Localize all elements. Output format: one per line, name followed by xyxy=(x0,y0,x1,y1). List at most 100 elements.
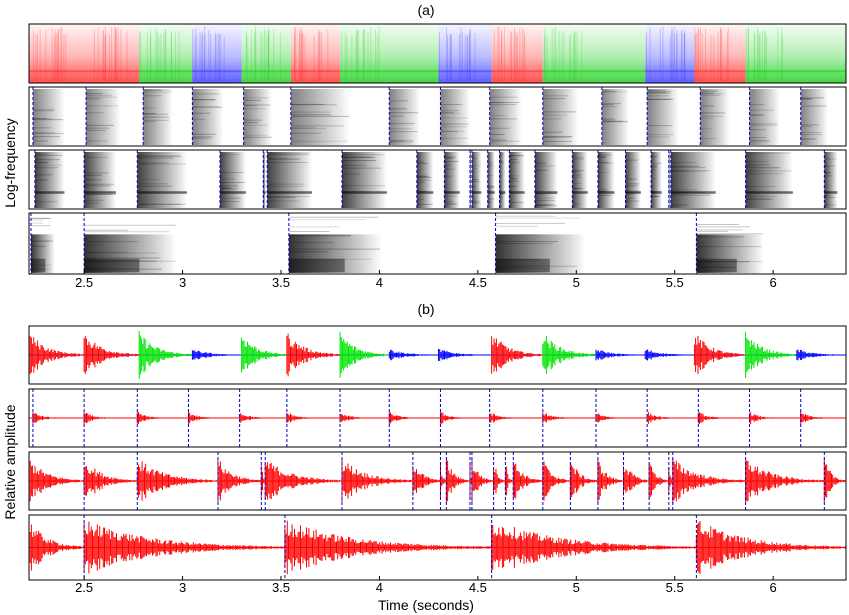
waveform-burst xyxy=(672,458,746,504)
waveform-burst xyxy=(693,335,746,375)
spectrogram-note xyxy=(440,89,470,145)
x-tick-label: 4 xyxy=(376,275,383,290)
waveform-burst xyxy=(188,412,217,424)
spectrogram-note xyxy=(243,89,272,145)
spectrogram-note xyxy=(84,234,177,273)
spectrogram-note xyxy=(534,152,558,208)
x-tick-label: 5 xyxy=(573,275,580,290)
waveform-burst xyxy=(388,349,439,361)
spectrogram-mixture-frame xyxy=(28,23,847,84)
spectrogram-note xyxy=(647,89,680,145)
spectrogram-note xyxy=(267,152,313,208)
waveform-burst xyxy=(796,349,847,361)
spectrogram-note xyxy=(137,152,187,208)
waveform-burst xyxy=(644,349,695,361)
spectrogram-note xyxy=(700,89,730,145)
waveform-burst xyxy=(136,412,166,424)
x-tick-label: 3 xyxy=(179,275,186,290)
waveform-burst xyxy=(260,465,266,497)
mixture-segment xyxy=(645,24,695,83)
waveform-burst xyxy=(83,466,138,496)
x-tick-label: 4 xyxy=(376,580,383,595)
waveform-burst xyxy=(623,466,650,496)
spectrogram-note xyxy=(34,152,65,208)
spectrogram-note xyxy=(469,152,472,208)
mixture-segment xyxy=(290,24,341,83)
waveform-burst xyxy=(597,458,624,504)
spectrogram-source-row-1 xyxy=(32,87,828,146)
waveform-burst xyxy=(286,412,315,424)
waveform-burst xyxy=(512,463,543,499)
waveform-burst xyxy=(646,412,676,424)
spectrogram-note xyxy=(651,152,662,208)
spectrogram-note xyxy=(342,152,387,208)
waveform-row-2 xyxy=(28,452,847,510)
waveform-burst xyxy=(493,468,505,494)
mixture-segment xyxy=(491,24,543,83)
waveform-burst xyxy=(800,411,829,425)
spectrogram-note xyxy=(499,152,506,208)
waveform-burst xyxy=(138,331,193,379)
waveform-burst xyxy=(745,460,825,502)
waveform-burst xyxy=(489,413,518,423)
spectrogram-note xyxy=(572,152,588,208)
spectrogram-note xyxy=(670,152,716,208)
x-tick-label: 4.5 xyxy=(469,275,487,290)
waveform-burst xyxy=(471,459,495,503)
spectrogram-note xyxy=(625,152,641,208)
waveform-burst xyxy=(217,457,262,505)
x-tick-label: 3.5 xyxy=(272,580,290,595)
waveform-burst xyxy=(595,349,646,361)
waveform-row-0 xyxy=(28,331,847,379)
x-tick-label: 5.5 xyxy=(666,275,684,290)
waveform-burst xyxy=(440,412,469,424)
spectrogram-note xyxy=(30,234,55,273)
waveform-burst xyxy=(412,466,440,496)
mixture-segment xyxy=(340,24,439,83)
waveform-burst xyxy=(668,466,673,496)
spectrogram-note xyxy=(219,152,246,208)
spectrogram-note xyxy=(800,89,828,145)
waveform-burst xyxy=(749,412,778,424)
waveform-burst xyxy=(284,520,492,575)
waveform-burst xyxy=(697,412,727,424)
x-tick-label: 5 xyxy=(573,580,580,595)
waveform-burst xyxy=(542,335,597,375)
spectrogram-note xyxy=(471,152,482,208)
panel-b-ylabel: Relative amplitude xyxy=(2,404,18,519)
spectrogram-source-frame xyxy=(28,149,847,210)
waveform-burst xyxy=(264,462,342,500)
spectrogram-note xyxy=(495,234,586,273)
mixture-segment xyxy=(139,24,193,83)
spectrogram-note xyxy=(542,89,579,145)
spectrogram-note xyxy=(824,152,838,208)
spectrogram-note xyxy=(745,152,793,208)
spectrogram-note xyxy=(489,89,522,145)
waveform-burst xyxy=(648,463,669,499)
waveform-row-1 xyxy=(29,389,846,447)
waveform-burst xyxy=(339,332,390,378)
waveform-burst xyxy=(239,413,268,423)
mixture-segment xyxy=(438,24,492,83)
waveform-row-3 xyxy=(28,515,846,580)
spectrogram-note xyxy=(597,152,615,208)
waveform-burst xyxy=(504,466,514,496)
waveform-burst xyxy=(191,350,243,360)
spectrogram-note xyxy=(192,89,224,145)
spectrogram-note xyxy=(696,234,764,273)
waveform-burst xyxy=(341,458,414,504)
waveform-burst xyxy=(542,461,570,501)
spectrogram-note xyxy=(749,89,781,145)
spectrogram-source-frame xyxy=(28,212,847,275)
mixture-segment xyxy=(745,24,846,83)
spectrogram-note xyxy=(487,152,495,208)
x-axis-label: Time (seconds) xyxy=(378,597,474,613)
waveform-burst xyxy=(136,461,219,501)
spectrogram-note xyxy=(84,152,117,208)
spectrogram-note xyxy=(601,89,630,145)
spectrogram-note xyxy=(263,152,266,208)
x-tick-label: 5.5 xyxy=(666,580,684,595)
spectrogram-source-row-2 xyxy=(34,150,838,209)
waveform-frame xyxy=(28,325,847,385)
